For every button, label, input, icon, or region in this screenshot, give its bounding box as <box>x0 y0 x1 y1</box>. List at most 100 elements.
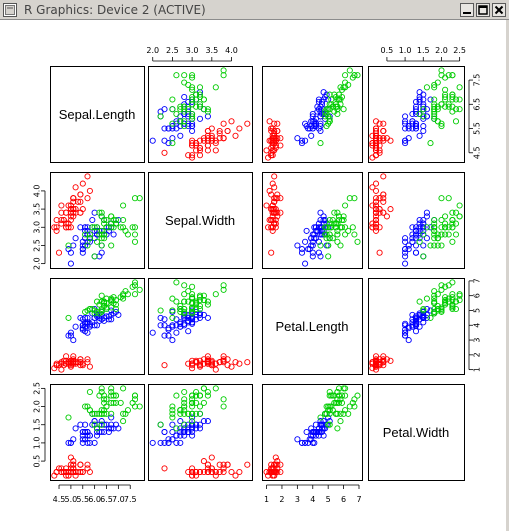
point-s2-17-r3c2 <box>351 396 358 403</box>
point-s1-31-r2c3 <box>402 326 409 333</box>
point-s1-30-r0c3 <box>405 125 412 132</box>
point-s2-18-r1c0 <box>131 238 139 245</box>
point-s1-46-r0c2 <box>312 120 319 127</box>
tick-label-left-Petal.Width-2: 1.5 <box>33 418 42 431</box>
point-s2-5-r2c3 <box>442 283 449 290</box>
tick-label-bottom-Petal.Length-6: 7 <box>356 495 361 504</box>
point-s2-17-r2c1 <box>220 282 227 289</box>
point-s2-31-r1c0 <box>136 195 143 202</box>
panel-Petal.Length-Sepal.Width <box>148 278 253 375</box>
point-s2-26-r2c1 <box>181 310 188 317</box>
point-s0-38-r3c1 <box>189 468 196 476</box>
minimize-button[interactable] <box>460 3 474 17</box>
point-s0-40-r3c1 <box>208 465 215 472</box>
point-s1-3-r0c1 <box>161 125 168 132</box>
point-s0-46-r1c2 <box>272 195 279 202</box>
point-s2-48-r0c1 <box>204 108 211 115</box>
point-s0-43-r1c3 <box>387 206 394 213</box>
point-s0-48-r1c2 <box>271 198 278 205</box>
point-s1-23-r3c1 <box>181 432 188 439</box>
point-s2-29-r1c0 <box>120 224 127 231</box>
point-s1-44-r1c2 <box>312 235 319 242</box>
point-s2-9-r3c0 <box>120 385 127 392</box>
point-s1-48-r1c2 <box>294 242 301 249</box>
point-s2-32-r1c0 <box>101 231 108 238</box>
point-s1-40-r2c3 <box>409 316 416 323</box>
point-s2-46-r0c3 <box>434 106 441 113</box>
point-s1-42-r3c2 <box>309 432 316 439</box>
point-s1-28-r1c2 <box>317 227 324 234</box>
point-s1-17-r3c2 <box>311 439 318 446</box>
point-s0-48-r0c2 <box>271 130 278 137</box>
point-s2-48-r2c3 <box>449 301 456 308</box>
point-s0-34-r3c1 <box>193 468 200 476</box>
point-s1-3-r2c1 <box>161 322 168 329</box>
point-s2-20-r2c3 <box>449 297 456 304</box>
point-s2-17-r2c3 <box>445 282 452 289</box>
point-s2-43-r2c3 <box>449 294 456 301</box>
point-s2-38-r2c1 <box>189 310 196 317</box>
point-s0-46-r1c3 <box>372 195 380 202</box>
point-s1-29-r2c0 <box>84 329 91 336</box>
point-s1-47-r1c2 <box>314 227 321 234</box>
point-s0-36-r1c3 <box>372 206 380 213</box>
point-s1-48-r3c0 <box>70 436 77 443</box>
point-s2-30-r2c3 <box>434 291 441 298</box>
point-s0-33-r1c0 <box>79 180 86 187</box>
maximize-button[interactable] <box>476 3 490 17</box>
point-s0-44-r2c1 <box>220 353 227 360</box>
point-s2-47-r2c3 <box>438 304 445 311</box>
point-s0-33-r1c3 <box>372 180 380 187</box>
point-s2-25-r1c2 <box>340 216 347 224</box>
point-s2-48-r3c2 <box>331 392 338 399</box>
title-bar[interactable]: R Graphics: Device 2 (ACTIVE) <box>0 0 509 20</box>
point-s0-5-r2c1 <box>224 356 231 363</box>
point-s1-31-r0c3 <box>402 125 409 132</box>
point-s1-20-r1c0 <box>89 216 96 224</box>
point-s1-14-r1c2 <box>303 227 310 234</box>
point-s2-18-r2c0 <box>131 279 139 286</box>
point-s0-49-r3c1 <box>200 468 207 476</box>
point-s2-21-r0c2 <box>323 123 330 130</box>
point-s2-0-r1c2 <box>340 213 347 220</box>
diag-label-Sepal.Length: Sepal.Length <box>59 107 136 122</box>
point-s2-39-r0c2 <box>331 91 338 98</box>
point-s2-49-r2c0 <box>89 305 96 313</box>
tick-label-bottom-Petal.Length-2: 3 <box>295 495 300 504</box>
point-s1-21-r0c2 <box>309 110 316 118</box>
point-s2-47-r3c0 <box>103 403 110 410</box>
point-s1-40-r1c2 <box>315 238 322 245</box>
point-s2-6-r1c2 <box>317 242 324 249</box>
point-s1-41-r2c1 <box>189 313 196 320</box>
point-s1-45-r3c0 <box>84 432 91 439</box>
window-menu-icon[interactable] <box>3 3 17 17</box>
point-s2-10-r1c3 <box>438 216 445 224</box>
point-s2-30-r0c3 <box>434 79 441 86</box>
point-s0-14-r2c0 <box>86 363 93 370</box>
close-button[interactable] <box>492 3 506 17</box>
point-s1-44-r3c1 <box>177 428 184 436</box>
point-s2-18-r1c3 <box>449 238 456 245</box>
point-s1-33-r2c3 <box>423 305 430 313</box>
point-s2-11-r1c2 <box>329 235 336 242</box>
point-s2-25-r1c3 <box>431 216 438 224</box>
point-s2-9-r2c1 <box>212 291 219 298</box>
point-s2-29-r0c2 <box>337 84 344 91</box>
point-s1-38-r1c3 <box>412 224 420 231</box>
point-s0-18-r0c1 <box>220 120 227 127</box>
point-s1-41-r3c2 <box>318 425 326 432</box>
point-s2-29-r0c1 <box>189 84 196 91</box>
point-s1-20-r2c1 <box>196 310 204 317</box>
point-s1-7-r3c0 <box>65 439 72 446</box>
point-s2-31-r0c2 <box>346 67 353 74</box>
point-s2-44-r0c3 <box>456 96 463 103</box>
point-s0-24-r0c2 <box>277 142 284 149</box>
point-s0-44-r3c2 <box>277 461 284 468</box>
point-s1-9-r1c3 <box>416 235 423 242</box>
point-s1-45-r3c2 <box>312 432 319 439</box>
point-s2-46-r2c0 <box>98 307 105 314</box>
point-s2-10-r1c2 <box>326 216 333 224</box>
point-s0-38-r0c1 <box>189 152 196 159</box>
point-s1-29-r3c2 <box>302 439 309 446</box>
point-s1-15-r3c0 <box>108 425 115 432</box>
